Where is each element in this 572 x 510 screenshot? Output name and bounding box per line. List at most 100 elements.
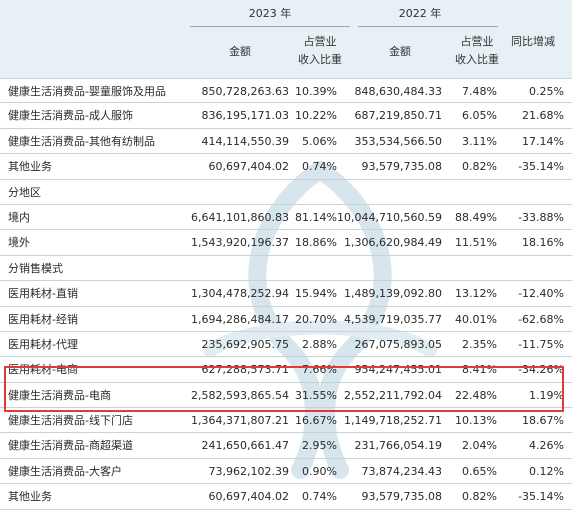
- col-ratio-2022-line2: 收入比重: [455, 53, 499, 66]
- yoy-change: 21.68%: [522, 109, 564, 123]
- ratio-2022: 11.51%: [455, 236, 497, 250]
- ratio-2022: 0.65%: [462, 464, 497, 478]
- ratio-2023: 7.66%: [302, 363, 337, 377]
- row-label: 健康生活消费品-其他有纺制品: [8, 134, 155, 148]
- ratio-2022: 3.11%: [462, 134, 497, 148]
- ratio-2023: 16.67%: [295, 414, 337, 428]
- row-label: 健康生活消费品-成人服饰: [8, 109, 133, 123]
- ratio-2022: 10.13%: [455, 414, 497, 428]
- ratio-2023: 81.14%: [295, 210, 337, 224]
- ratio-2023: 10.39%: [295, 85, 337, 98]
- table-row: 医用耗材-直销 1,304,478,252.94 15.94% 1,489,139,0…: [0, 281, 572, 307]
- amount-2023: 2,582,593,865.54: [191, 388, 289, 402]
- header-divider-2022: [358, 26, 498, 27]
- row-label: 医用耗材-代理: [8, 337, 78, 351]
- amount-2022: 954,247,455.01: [354, 363, 442, 377]
- table-row: 健康生活消费品-商超渠道 241,650,661.47 2.95% 231,766,0…: [0, 433, 572, 459]
- amount-2022: 1,489,139,092.80: [344, 287, 442, 301]
- table-header: 2023 年 2022 年 金额 占营业 收入比重 金额 占营业 收入比重 同比…: [0, 0, 572, 78]
- yoy-change: 18.16%: [522, 236, 564, 250]
- row-label: 医用耗材-直销: [8, 287, 78, 301]
- amount-2022: 353,534,566.50: [354, 134, 442, 148]
- row-label: 分销售模式: [8, 261, 63, 275]
- col-amount-2023: 金额: [229, 45, 251, 58]
- table-row: 医用耗材-经销 1,694,286,484.17 20.70% 4,539,719,0…: [0, 307, 572, 332]
- table-row: 医用耗材-电商 627,288,573.71 7.66% 954,247,455.01…: [0, 357, 572, 383]
- yoy-change: 0.25%: [529, 85, 564, 98]
- amount-2022: 93,579,735.08: [361, 160, 442, 174]
- yoy-change: 18.67%: [522, 414, 564, 428]
- yoy-change: -33.88%: [518, 210, 564, 224]
- amount-2022: 1,149,718,252.71: [344, 414, 442, 428]
- row-label: 医用耗材-电商: [8, 363, 78, 377]
- row-label: 境内: [8, 210, 30, 224]
- amount-2023: 60,697,404.02: [208, 160, 289, 174]
- header-divider-2023: [190, 26, 350, 27]
- col-ratio-2022-line1: 占营业: [460, 35, 494, 48]
- amount-2023: 627,288,573.71: [201, 363, 289, 377]
- yoy-change: -11.75%: [518, 337, 564, 351]
- ratio-2022: 6.05%: [462, 109, 497, 123]
- amount-2023: 414,114,550.39: [201, 134, 289, 148]
- amount-2022: 2,552,211,792.04: [344, 388, 442, 402]
- ratio-2023: 10.22%: [295, 109, 337, 123]
- col-yoy: 同比增减: [511, 35, 555, 48]
- revenue-table: 健康生活消费品-婴童服饰及用品 850,728,263.63 10.39% 848,6…: [0, 78, 572, 510]
- yoy-change: -62.68%: [518, 312, 564, 326]
- amount-2023: 241,650,661.47: [201, 439, 289, 453]
- table-row: 境外 1,543,920,196.37 18.86% 1,306,620,984.49…: [0, 230, 572, 256]
- ratio-2022: 0.82%: [462, 490, 497, 504]
- ratio-2023: 0.74%: [302, 490, 337, 504]
- amount-2022: 267,075,893.05: [354, 337, 442, 351]
- ratio-2022: 2.04%: [462, 439, 497, 453]
- table-row: 健康生活消费品-线下门店 1,364,371,807.21 16.67% 1,149,…: [0, 408, 572, 434]
- yoy-change: -12.40%: [518, 287, 564, 301]
- row-label: 健康生活消费品-婴童服饰及用品: [8, 85, 166, 98]
- table-row: 健康生活消费品-电商 2,582,593,865.54 31.55% 2,552,21…: [0, 383, 572, 409]
- ratio-2023: 5.06%: [302, 134, 337, 148]
- table-row: 分地区: [0, 180, 572, 205]
- row-label: 其他业务: [8, 490, 52, 504]
- row-label: 健康生活消费品-大客户: [8, 464, 122, 478]
- ratio-2022: 8.41%: [462, 363, 497, 377]
- year-2023-label: 2023 年: [248, 7, 292, 20]
- ratio-2022: 22.48%: [455, 388, 497, 402]
- ratio-2022: 0.82%: [462, 160, 497, 174]
- ratio-2022: 40.01%: [455, 312, 497, 326]
- amount-2022: 231,766,054.19: [354, 439, 442, 453]
- table-row: 医用耗材-代理 235,692,905.75 2.88% 267,075,893.05…: [0, 332, 572, 358]
- amount-2023: 836,195,171.03: [201, 109, 289, 123]
- amount-2022: 1,306,620,984.49: [344, 236, 442, 250]
- row-label: 健康生活消费品-电商: [8, 388, 111, 402]
- row-label: 其他业务: [8, 160, 52, 174]
- table-row: 健康生活消费品-其他有纺制品 414,114,550.39 5.06% 353,534…: [0, 129, 572, 155]
- amount-2023: 235,692,905.75: [201, 337, 289, 351]
- row-label: 健康生活消费品-线下门店: [8, 414, 133, 428]
- ratio-2023: 2.95%: [302, 439, 337, 453]
- row-label: 医用耗材-经销: [8, 312, 78, 326]
- table-row: 健康生活消费品-成人服饰 836,195,171.03 10.22% 687,219,…: [0, 103, 572, 129]
- ratio-2022: 88.49%: [455, 210, 497, 224]
- amount-2023: 1,304,478,252.94: [191, 287, 289, 301]
- amount-2023: 1,543,920,196.37: [191, 236, 289, 250]
- amount-2023: 1,364,371,807.21: [191, 414, 289, 428]
- ratio-2023: 31.55%: [295, 388, 337, 402]
- ratio-2023: 0.74%: [302, 160, 337, 174]
- table-row: 其他业务 60,697,404.02 0.74% 93,579,735.08 0.82%…: [0, 484, 572, 510]
- amount-2022: 4,539,719,035.77: [344, 312, 442, 326]
- amount-2023: 1,694,286,484.17: [191, 312, 289, 326]
- table-row: 分销售模式: [0, 256, 572, 282]
- yoy-change: -35.14%: [518, 160, 564, 174]
- ratio-2023: 18.86%: [295, 236, 337, 250]
- ratio-2022: 2.35%: [462, 337, 497, 351]
- row-label: 分地区: [8, 185, 41, 199]
- row-label: 境外: [8, 236, 30, 250]
- amount-2022: 73,874,234.43: [361, 464, 442, 478]
- yoy-change: 1.19%: [529, 388, 564, 402]
- year-2022-label: 2022 年: [398, 7, 442, 20]
- ratio-2022: 7.48%: [462, 85, 497, 98]
- col-ratio-2023-line1: 占营业: [303, 35, 337, 48]
- table-row: 其他业务 60,697,404.02 0.74% 93,579,735.08 0.82%…: [0, 154, 572, 180]
- amount-2023: 6,641,101,860.83: [191, 210, 289, 224]
- ratio-2023: 20.70%: [295, 312, 337, 326]
